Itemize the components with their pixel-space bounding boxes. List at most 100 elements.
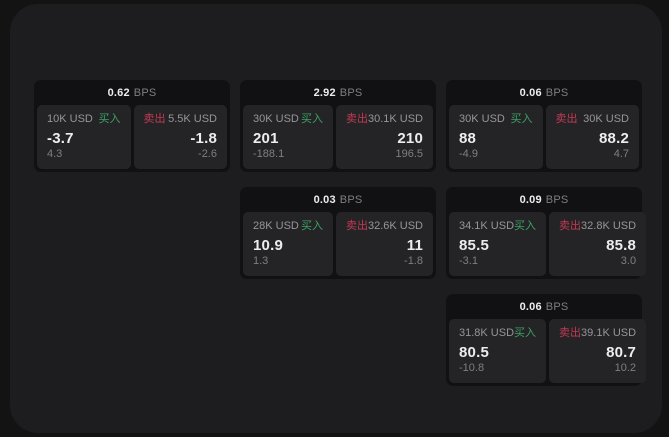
sell-label: 卖出 bbox=[559, 220, 582, 232]
quote-card: 0.06 BPS 30K USD 买入 88 -4.9 卖出 30K USD bbox=[446, 80, 642, 172]
sell-tile[interactable]: 卖出 32.8K USD 85.8 3.0 bbox=[549, 212, 647, 276]
sell-amount: 32.8K USD bbox=[581, 220, 637, 232]
sell-amount: 5.5K USD bbox=[168, 113, 217, 125]
buy-amount: 28K USD bbox=[253, 220, 299, 232]
buy-tile[interactable]: 30K USD 买入 88 -4.9 bbox=[449, 105, 543, 169]
sell-amount: 39.1K USD bbox=[581, 327, 637, 339]
quote-card-body: 10K USD 买入 -3.7 4.3 卖出 5.5K USD -1.8 -2.… bbox=[37, 105, 227, 169]
buy-amount: 34.1K USD bbox=[459, 220, 515, 232]
bps-header: 0.03 BPS bbox=[243, 187, 433, 212]
sell-price: 210 bbox=[397, 130, 423, 147]
sell-tile[interactable]: 卖出 5.5K USD -1.8 -2.6 bbox=[133, 105, 227, 169]
sell-tile[interactable]: 卖出 30.1K USD 210 196.5 bbox=[335, 105, 433, 169]
bps-header: 0.06 BPS bbox=[449, 80, 639, 105]
buy-tile-header: 34.1K USD 买入 bbox=[459, 220, 536, 233]
quote-card-body: 34.1K USD 买入 85.5 -3.1 卖出 32.8K USD 85.8… bbox=[449, 212, 647, 276]
sell-sub-value: -2.6 bbox=[198, 148, 217, 160]
sell-sub-value: 3.0 bbox=[620, 255, 637, 267]
bps-unit: BPS bbox=[545, 300, 569, 313]
bps-unit: BPS bbox=[133, 86, 157, 99]
sell-tile-header: 卖出 32.8K USD bbox=[559, 220, 636, 233]
bps-value: 2.92 bbox=[313, 86, 336, 99]
quote-card-body: 31.8K USD 买入 80.5 -10.8 卖出 39.1K USD 80.… bbox=[449, 319, 647, 383]
sell-sub-value: 196.5 bbox=[395, 148, 423, 160]
bps-header: 0.06 BPS bbox=[449, 294, 639, 319]
buy-sub-value: -188.1 bbox=[253, 148, 285, 160]
quote-card: 0.09 BPS 34.1K USD 买入 85.5 -3.1 卖出 32.8K… bbox=[446, 187, 647, 279]
sell-tile-header: 卖出 32.6K USD bbox=[346, 220, 423, 233]
sell-tile-header: 卖出 5.5K USD bbox=[144, 113, 218, 126]
buy-sub-value: -4.9 bbox=[459, 148, 478, 160]
buy-tile[interactable]: 34.1K USD 买入 85.5 -3.1 bbox=[449, 212, 547, 276]
sell-label: 卖出 bbox=[555, 113, 578, 125]
buy-tile[interactable]: 10K USD 买入 -3.7 4.3 bbox=[37, 105, 131, 169]
buy-price: 85.5 bbox=[459, 237, 489, 254]
sell-price: -1.8 bbox=[190, 130, 217, 147]
bps-header: 0.62 BPS bbox=[37, 80, 227, 105]
quote-card-body: 30K USD 买入 88 -4.9 卖出 30K USD 88.2 4.7 bbox=[449, 105, 639, 169]
sell-tile-header: 卖出 39.1K USD bbox=[559, 327, 636, 340]
buy-label: 买入 bbox=[98, 113, 121, 125]
quote-card: 0.06 BPS 31.8K USD 买入 80.5 -10.8 卖出 39.1… bbox=[446, 294, 647, 386]
quote-card: 2.92 BPS 30K USD 买入 201 -188.1 卖出 30.1K … bbox=[240, 80, 436, 172]
buy-sub-value: -3.1 bbox=[459, 255, 478, 267]
buy-label: 买入 bbox=[300, 220, 323, 232]
sell-tile-header: 卖出 30K USD bbox=[556, 113, 630, 126]
buy-sub-value: -10.8 bbox=[459, 362, 485, 374]
quote-card-body: 30K USD 买入 201 -188.1 卖出 30.1K USD 210 1… bbox=[243, 105, 433, 169]
buy-price: 80.5 bbox=[459, 344, 489, 361]
buy-tile-header: 31.8K USD 买入 bbox=[459, 327, 536, 340]
quote-card: 0.03 BPS 28K USD 买入 10.9 1.3 卖出 32.6K US… bbox=[240, 187, 436, 279]
sell-tile-header: 卖出 30.1K USD bbox=[346, 113, 423, 126]
bps-unit: BPS bbox=[545, 86, 569, 99]
quote-card: 0.62 BPS 10K USD 买入 -3.7 4.3 卖出 5.5K USD bbox=[34, 80, 230, 172]
buy-price: 201 bbox=[253, 130, 279, 147]
buy-tile-header: 30K USD 买入 bbox=[253, 113, 323, 126]
sell-label: 卖出 bbox=[143, 113, 166, 125]
sell-label: 卖出 bbox=[559, 327, 582, 339]
buy-tile[interactable]: 28K USD 买入 10.9 1.3 bbox=[243, 212, 333, 276]
buy-tile-header: 10K USD 买入 bbox=[47, 113, 121, 126]
bps-value: 0.09 bbox=[519, 193, 542, 206]
quote-grid: 0.62 BPS 10K USD 买入 -3.7 4.3 卖出 5.5K USD bbox=[34, 80, 647, 386]
sell-label: 卖出 bbox=[345, 113, 368, 125]
sell-tile[interactable]: 卖出 39.1K USD 80.7 10.2 bbox=[549, 319, 647, 383]
sell-price: 88.2 bbox=[599, 130, 629, 147]
buy-sub-value: 4.3 bbox=[47, 148, 63, 160]
buy-tile-header: 28K USD 买入 bbox=[253, 220, 323, 233]
bps-unit: BPS bbox=[339, 86, 363, 99]
sell-amount: 30.1K USD bbox=[367, 113, 423, 125]
buy-label: 买入 bbox=[514, 220, 537, 232]
sell-amount: 32.6K USD bbox=[367, 220, 423, 232]
sell-tile[interactable]: 卖出 32.6K USD 11 -1.8 bbox=[335, 212, 433, 276]
buy-tile[interactable]: 30K USD 买入 201 -188.1 bbox=[243, 105, 333, 169]
sell-price: 80.7 bbox=[606, 344, 637, 361]
bps-value: 0.03 bbox=[313, 193, 336, 206]
buy-amount: 10K USD bbox=[47, 113, 93, 125]
app-panel: 0.62 BPS 10K USD 买入 -3.7 4.3 卖出 5.5K USD bbox=[10, 4, 662, 433]
bps-value: 0.62 bbox=[107, 86, 130, 99]
sell-label: 卖出 bbox=[345, 220, 368, 232]
buy-price: 10.9 bbox=[253, 237, 283, 254]
sell-price: 85.8 bbox=[606, 237, 637, 254]
sell-price: 11 bbox=[406, 237, 423, 254]
buy-tile[interactable]: 31.8K USD 买入 80.5 -10.8 bbox=[449, 319, 547, 383]
buy-label: 买入 bbox=[300, 113, 323, 125]
buy-sub-value: 1.3 bbox=[253, 255, 269, 267]
bps-value: 0.06 bbox=[519, 86, 542, 99]
bps-unit: BPS bbox=[545, 193, 569, 206]
buy-amount: 30K USD bbox=[253, 113, 299, 125]
bps-unit: BPS bbox=[339, 193, 363, 206]
sell-sub-value: 10.2 bbox=[614, 362, 637, 374]
buy-label: 买入 bbox=[510, 113, 533, 125]
buy-amount: 30K USD bbox=[459, 113, 505, 125]
quote-card-body: 28K USD 买入 10.9 1.3 卖出 32.6K USD 11 -1.8 bbox=[243, 212, 433, 276]
buy-price: -3.7 bbox=[47, 130, 74, 147]
buy-price: 88 bbox=[459, 130, 477, 147]
bps-value: 0.06 bbox=[519, 300, 542, 313]
buy-label: 买入 bbox=[514, 327, 537, 339]
bps-header: 2.92 BPS bbox=[243, 80, 433, 105]
sell-amount: 30K USD bbox=[583, 113, 629, 125]
sell-tile[interactable]: 卖出 30K USD 88.2 4.7 bbox=[545, 105, 639, 169]
buy-amount: 31.8K USD bbox=[459, 327, 515, 339]
